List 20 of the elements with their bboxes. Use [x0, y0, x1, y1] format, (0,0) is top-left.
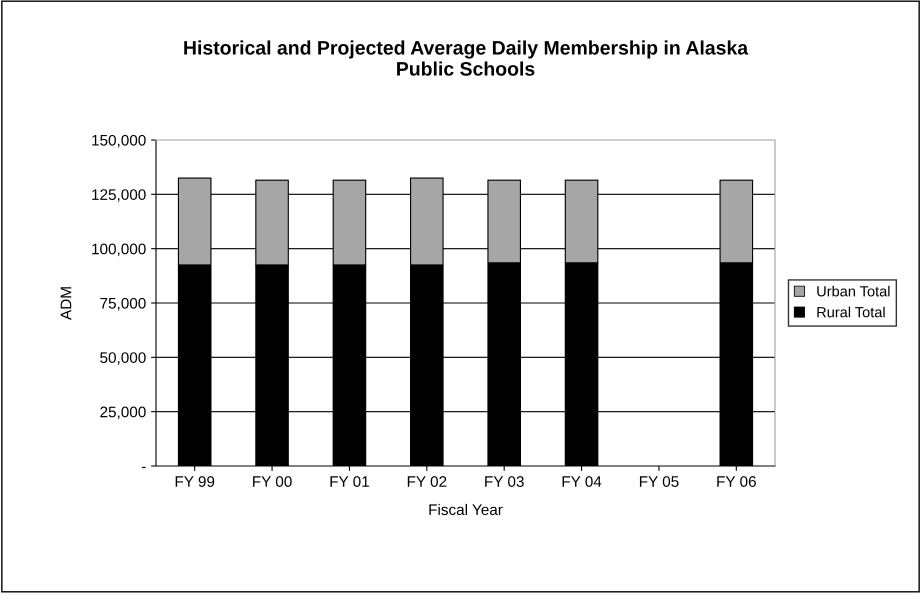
chart-title: Historical and Projected Average Daily Membership in Alaska Public Schools	[184, 40, 748, 76]
y-tick-label: 25,000	[100, 406, 146, 420]
x-tick-label: FY 03	[485, 476, 524, 487]
y-axis-title: ADM	[60, 287, 72, 320]
x-tick-label: FY 04	[562, 476, 602, 487]
y-tick-label: 75,000	[100, 298, 146, 310]
y-tick-label: -	[142, 466, 146, 468]
y-tick-label: 50,000	[100, 352, 146, 365]
x-tick-label: FY 01	[330, 476, 369, 487]
y-tick-label: 100,000	[92, 244, 146, 256]
legend-label: Urban Total	[817, 286, 890, 296]
y-tick-label: 150,000	[92, 134, 146, 148]
x-tick-label: FY 99	[176, 476, 214, 487]
y-tick-label: 125,000	[92, 189, 146, 202]
x-tick-label: FY 00	[253, 476, 292, 487]
x-tick-label: FY 02	[408, 476, 446, 487]
x-tick-label: FY 05	[640, 476, 679, 487]
x-tick-label: FY 06	[717, 476, 756, 487]
legend-label: Rural Total	[817, 306, 885, 318]
x-axis-title: Fiscal Year	[429, 504, 503, 516]
